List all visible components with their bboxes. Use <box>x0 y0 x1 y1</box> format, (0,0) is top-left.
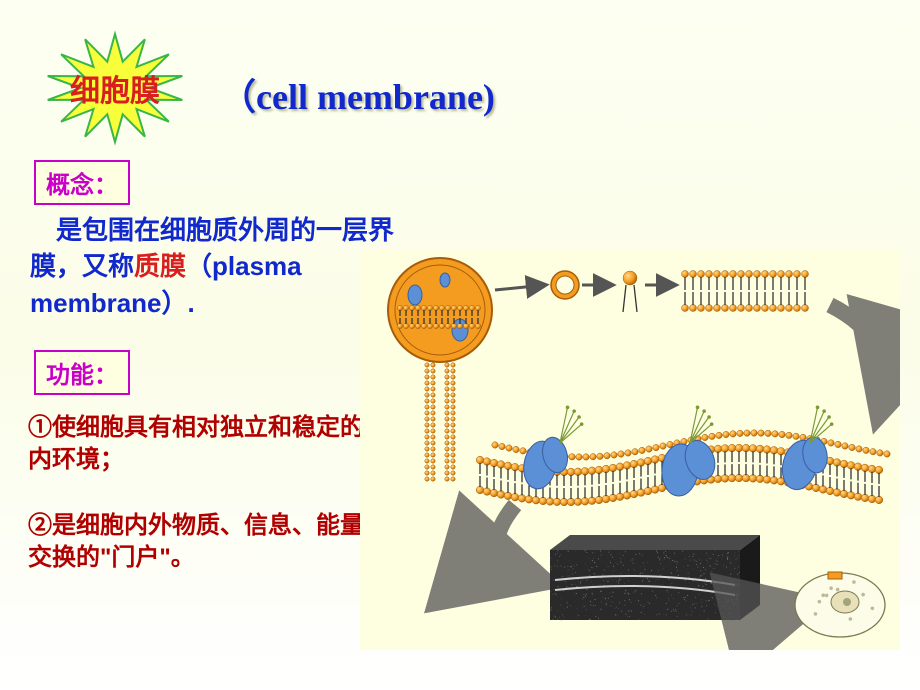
starburst-badge: 细胞膜 <box>30 28 200 148</box>
tag-function: 功能： <box>34 350 130 395</box>
function-2: ②是细胞内外物质、信息、能量交换的"门户"。 <box>28 510 378 575</box>
title-english: （cell membrane) <box>220 68 495 120</box>
concept-text: 是包围在细胞质外周的一层界膜，又称质膜（plasma membrane）. <box>30 212 400 321</box>
concept-red: 质膜 <box>134 251 186 281</box>
tag-concept: 概念： <box>34 160 130 205</box>
membrane-diagram <box>360 250 900 650</box>
starburst-label: 细胞膜 <box>70 66 160 110</box>
function-1: ①使细胞具有相对独立和稳定的内环境； <box>28 412 368 477</box>
